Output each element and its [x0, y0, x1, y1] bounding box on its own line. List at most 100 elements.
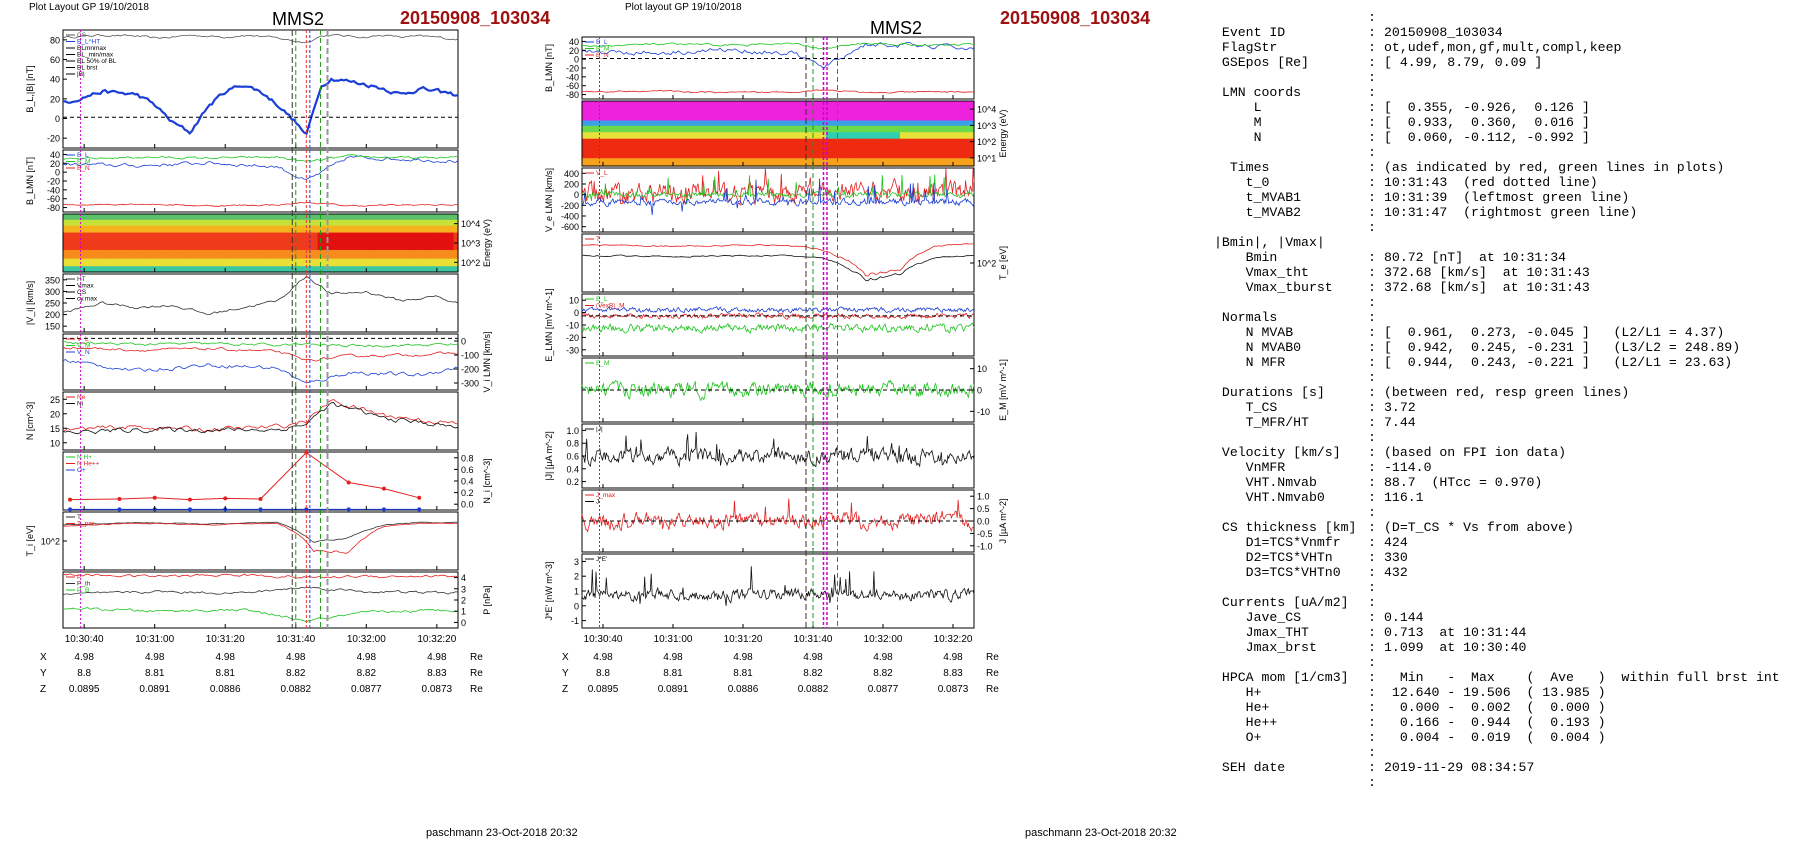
- spectrogram-cell: [291, 225, 297, 234]
- summary-key: N MVAB: [1214, 325, 1294, 340]
- spectrogram-cell: [159, 258, 165, 267]
- spectrogram-cell: [582, 138, 587, 159]
- spectrogram-cell: [603, 101, 609, 122]
- spectrogram-cell: [734, 158, 740, 167]
- spectrogram-cell: [743, 132, 749, 140]
- summary-row: t_MVAB2:10:31:47 (rightmost green line): [1214, 205, 1800, 220]
- spectrogram-cell: [660, 132, 666, 140]
- spectrogram-cell: [664, 101, 670, 122]
- spectrogram-cell: [852, 138, 857, 159]
- spectrogram-cell: [664, 138, 670, 159]
- spectrogram-cell: [852, 132, 857, 140]
- spectrogram-cell: [330, 266, 336, 273]
- spectrogram-cell: [939, 101, 945, 122]
- spectrogram-cell: [882, 101, 888, 122]
- summary-row: N:[ 0.060, -0.112, -0.992 ]: [1214, 130, 1800, 145]
- spectrogram-cell: [80, 219, 86, 227]
- spectrogram-cell: [669, 120, 675, 127]
- spectrogram-cell: [960, 125, 966, 133]
- spectrogram-cell: [882, 158, 888, 167]
- spectrogram-cell: [343, 266, 349, 273]
- spectrogram-cell: [453, 249, 459, 260]
- spectrogram-cell: [185, 266, 191, 273]
- spectrogram-cell: [621, 132, 627, 140]
- spectrogram-cell: [93, 249, 99, 260]
- spectrogram-cell: [357, 249, 363, 260]
- spectrogram-cell: [352, 266, 358, 273]
- spectrogram-cell: [185, 249, 191, 260]
- spectrogram-cell: [965, 125, 971, 133]
- spectrogram-cell: [804, 138, 810, 159]
- spectrogram-cell: [843, 132, 849, 140]
- spectrogram-cell: [453, 219, 459, 227]
- spectrogram-cell: [365, 219, 371, 227]
- spectrogram-cell: [418, 266, 424, 273]
- spectrogram-cell: [89, 232, 95, 251]
- spectrogram-cell: [409, 214, 415, 221]
- spectrogram-cell: [168, 249, 174, 260]
- spectrogram-cell: [225, 219, 231, 227]
- spectrogram-cell: [142, 266, 147, 273]
- spectrogram-cell: [71, 249, 77, 260]
- spectrogram-cell: [339, 249, 345, 260]
- spectrogram-cell: [260, 225, 266, 234]
- marker-lines: [599, 37, 838, 628]
- spectrogram-cell: [734, 132, 740, 140]
- legend-label: J*E': [596, 556, 607, 563]
- summary-value: 1.099 at 10:30:40: [1384, 640, 1527, 655]
- spectrogram-cell: [383, 258, 389, 267]
- y-tick-label: -400: [561, 212, 579, 222]
- spectrogram-cell: [586, 158, 592, 167]
- spectrogram-cell: [860, 158, 866, 167]
- spectrogram-cell: [71, 266, 77, 273]
- spectrogram-cell: [756, 101, 762, 122]
- spectrogram-cell: [603, 138, 609, 159]
- summary-value: [1384, 220, 1800, 235]
- spectrogram-cell: [677, 132, 683, 140]
- spectrogram-cell: [120, 219, 126, 227]
- spectrogram-cell: [370, 214, 376, 221]
- spectrogram-cell: [396, 232, 402, 251]
- y-tick-label: 0.8: [461, 453, 474, 463]
- summary-colon: :: [1368, 175, 1376, 190]
- spectrogram-cell: [440, 214, 446, 221]
- spectrogram-cell: [172, 232, 178, 251]
- spectrogram-cell: [695, 120, 701, 127]
- spectrogram-cell: [904, 125, 910, 133]
- spectrogram-cell: [172, 266, 178, 273]
- y-tick-label: 10: [569, 296, 579, 306]
- spectrogram-cell: [642, 125, 648, 133]
- spectrogram-cell: [63, 249, 68, 260]
- y-tick-label: 0.6: [566, 452, 579, 462]
- legend-label: CS: [77, 32, 87, 39]
- y-tick-label: 0.0: [461, 500, 474, 510]
- ephemeris-value: 8.81: [733, 668, 753, 679]
- y-tick-label: 200: [45, 310, 60, 320]
- spectrogram-cell: [409, 232, 415, 251]
- ephemeris-label: Z: [562, 684, 568, 695]
- panel-frame: [581, 167, 975, 233]
- spectrogram-cell: [348, 258, 354, 267]
- summary-value: 7.44: [1384, 415, 1416, 430]
- summary-value: [ 0.060, -0.112, -0.992 ]: [1384, 130, 1590, 145]
- spectrogram-cell: [264, 232, 270, 251]
- spectrogram-cell: [168, 258, 174, 267]
- spectrogram-cell: [760, 158, 766, 167]
- spectrogram-cell: [908, 132, 914, 140]
- spectrogram-cell: [926, 120, 932, 127]
- spectrogram-cell: [943, 158, 949, 167]
- series-line-E_N: [581, 306, 975, 314]
- data-point: [68, 507, 73, 512]
- spectrogram-cell: [343, 249, 349, 260]
- summary-row: N MFR:[ 0.944, 0.243, -0.221 ] (L2/L1 = …: [1214, 355, 1800, 370]
- spectrogram-cell: [608, 132, 614, 140]
- spectrogram-cell: [357, 266, 363, 273]
- spectrogram-cell: [102, 258, 108, 267]
- spectrogram-cell: [194, 249, 200, 260]
- spectrogram-cell: [660, 138, 666, 159]
- data-point: [258, 497, 263, 502]
- spectrogram-cell: [582, 101, 587, 122]
- summary-key: Times: [1214, 160, 1270, 175]
- spectrogram-cell: [838, 138, 844, 159]
